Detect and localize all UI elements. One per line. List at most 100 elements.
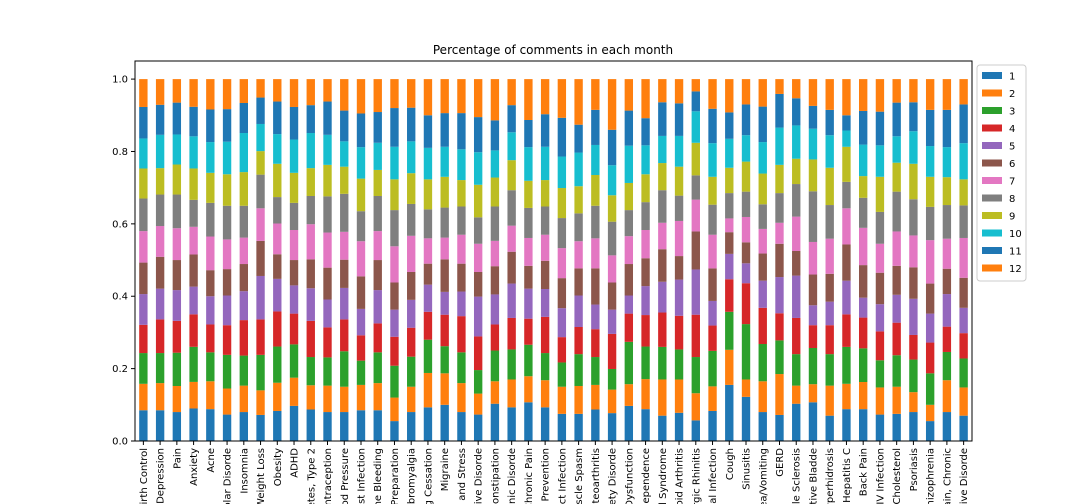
bar-segment xyxy=(607,129,617,166)
bar-segment xyxy=(340,231,349,260)
legend-swatch xyxy=(982,229,1002,237)
bar-segment xyxy=(591,409,600,441)
bar-segment xyxy=(909,392,918,413)
bar-segment xyxy=(390,246,399,283)
bar-segment xyxy=(524,119,533,148)
bar-segment xyxy=(557,337,567,363)
bar-segment xyxy=(842,314,851,347)
bar-segment xyxy=(607,389,617,414)
bar-segment xyxy=(607,165,617,196)
bar-segment xyxy=(859,297,868,318)
bar-segment xyxy=(624,405,634,441)
bar-segment xyxy=(155,353,165,384)
x-tick-label: Opiate Dependence xyxy=(641,448,652,504)
bar-segment xyxy=(959,387,968,416)
bar-segment xyxy=(708,176,717,205)
bar-segment xyxy=(925,342,935,374)
bar-segment xyxy=(256,174,265,209)
bar-segment xyxy=(591,109,600,145)
bar-segment xyxy=(641,174,650,203)
legend-swatch xyxy=(982,89,1002,97)
bar-segment xyxy=(540,380,550,408)
bar-segment xyxy=(909,359,918,393)
bar-segment xyxy=(725,232,734,254)
bar-segment xyxy=(239,385,248,413)
legend-label: 3 xyxy=(1009,107,1015,118)
bar-segment xyxy=(741,79,751,105)
bar-segment xyxy=(423,209,433,239)
x-tick-label: Schizoaffective Disorde xyxy=(959,448,970,504)
bar-segment xyxy=(859,176,868,198)
bar-segment xyxy=(490,294,500,325)
bar-segment xyxy=(741,104,751,136)
bar-segment xyxy=(273,197,282,224)
bar-segment xyxy=(440,346,449,374)
bar-segment xyxy=(390,397,399,422)
bar-segment xyxy=(808,191,818,242)
bar-segment xyxy=(641,145,650,175)
legend-label: 8 xyxy=(1009,194,1015,205)
bar-segment xyxy=(775,127,784,165)
bar-segment xyxy=(356,384,366,411)
bar-segment xyxy=(942,79,952,110)
bar-segment xyxy=(540,234,550,261)
bar-segment xyxy=(641,286,650,316)
bar-segment xyxy=(942,238,952,269)
bar-segment xyxy=(959,277,968,308)
bar-segment xyxy=(708,234,717,269)
x-tick-label: Erectile Dysfunction xyxy=(624,448,635,504)
bar-segment xyxy=(306,105,315,134)
bar-segment xyxy=(155,79,165,105)
x-tick-label: Depression xyxy=(156,448,167,504)
bar-segment xyxy=(758,253,767,281)
bar-segment xyxy=(222,174,232,206)
bar-segment xyxy=(323,327,332,358)
bar-segment xyxy=(892,191,901,232)
bar-segment xyxy=(473,393,483,415)
bar-segment xyxy=(189,408,198,441)
bar-segment xyxy=(256,123,265,152)
x-tick-label: Panic Disorde xyxy=(507,448,518,504)
bar-segment xyxy=(440,237,449,260)
bar-segment xyxy=(591,384,600,410)
bar-segment xyxy=(423,339,433,373)
bar-segment xyxy=(390,79,399,109)
bar-segment xyxy=(423,263,433,285)
bar-segment xyxy=(373,79,382,113)
bar-segment xyxy=(490,240,500,267)
bar-segment xyxy=(206,109,215,143)
x-tick-label: Fibromyalgia xyxy=(407,448,418,504)
bar-segment xyxy=(925,283,935,314)
bar-segment xyxy=(725,112,734,139)
bar-segment xyxy=(306,195,315,225)
bar-segment xyxy=(624,182,634,211)
bar-segment xyxy=(490,120,500,151)
bar-segment xyxy=(557,386,567,414)
bar-segment xyxy=(373,112,382,143)
bar-segment xyxy=(691,175,700,200)
bar-segment xyxy=(256,390,265,415)
bar-segment xyxy=(423,115,433,148)
bar-segment xyxy=(624,236,634,265)
bar-segment xyxy=(775,340,784,375)
bar-segment xyxy=(524,288,533,319)
x-tick-label: ADHD xyxy=(290,448,301,478)
bar-segment xyxy=(557,278,567,309)
bar-segment xyxy=(407,327,416,357)
bar-segment xyxy=(607,195,617,222)
bar-segment xyxy=(306,168,315,196)
bar-segment xyxy=(808,274,818,306)
bar-segment xyxy=(524,402,533,441)
bar-segment xyxy=(892,386,901,414)
bar-segment xyxy=(356,276,366,309)
bar-segment xyxy=(674,412,684,441)
bar-segment xyxy=(540,316,550,354)
bar-segment xyxy=(892,355,901,387)
bar-segment xyxy=(172,385,182,413)
bar-segment xyxy=(524,344,533,377)
bar-segment xyxy=(273,278,282,312)
bar-segment xyxy=(741,263,751,284)
bar-segment xyxy=(842,409,851,441)
bar-segment xyxy=(574,241,583,269)
bar-segment xyxy=(925,206,935,241)
